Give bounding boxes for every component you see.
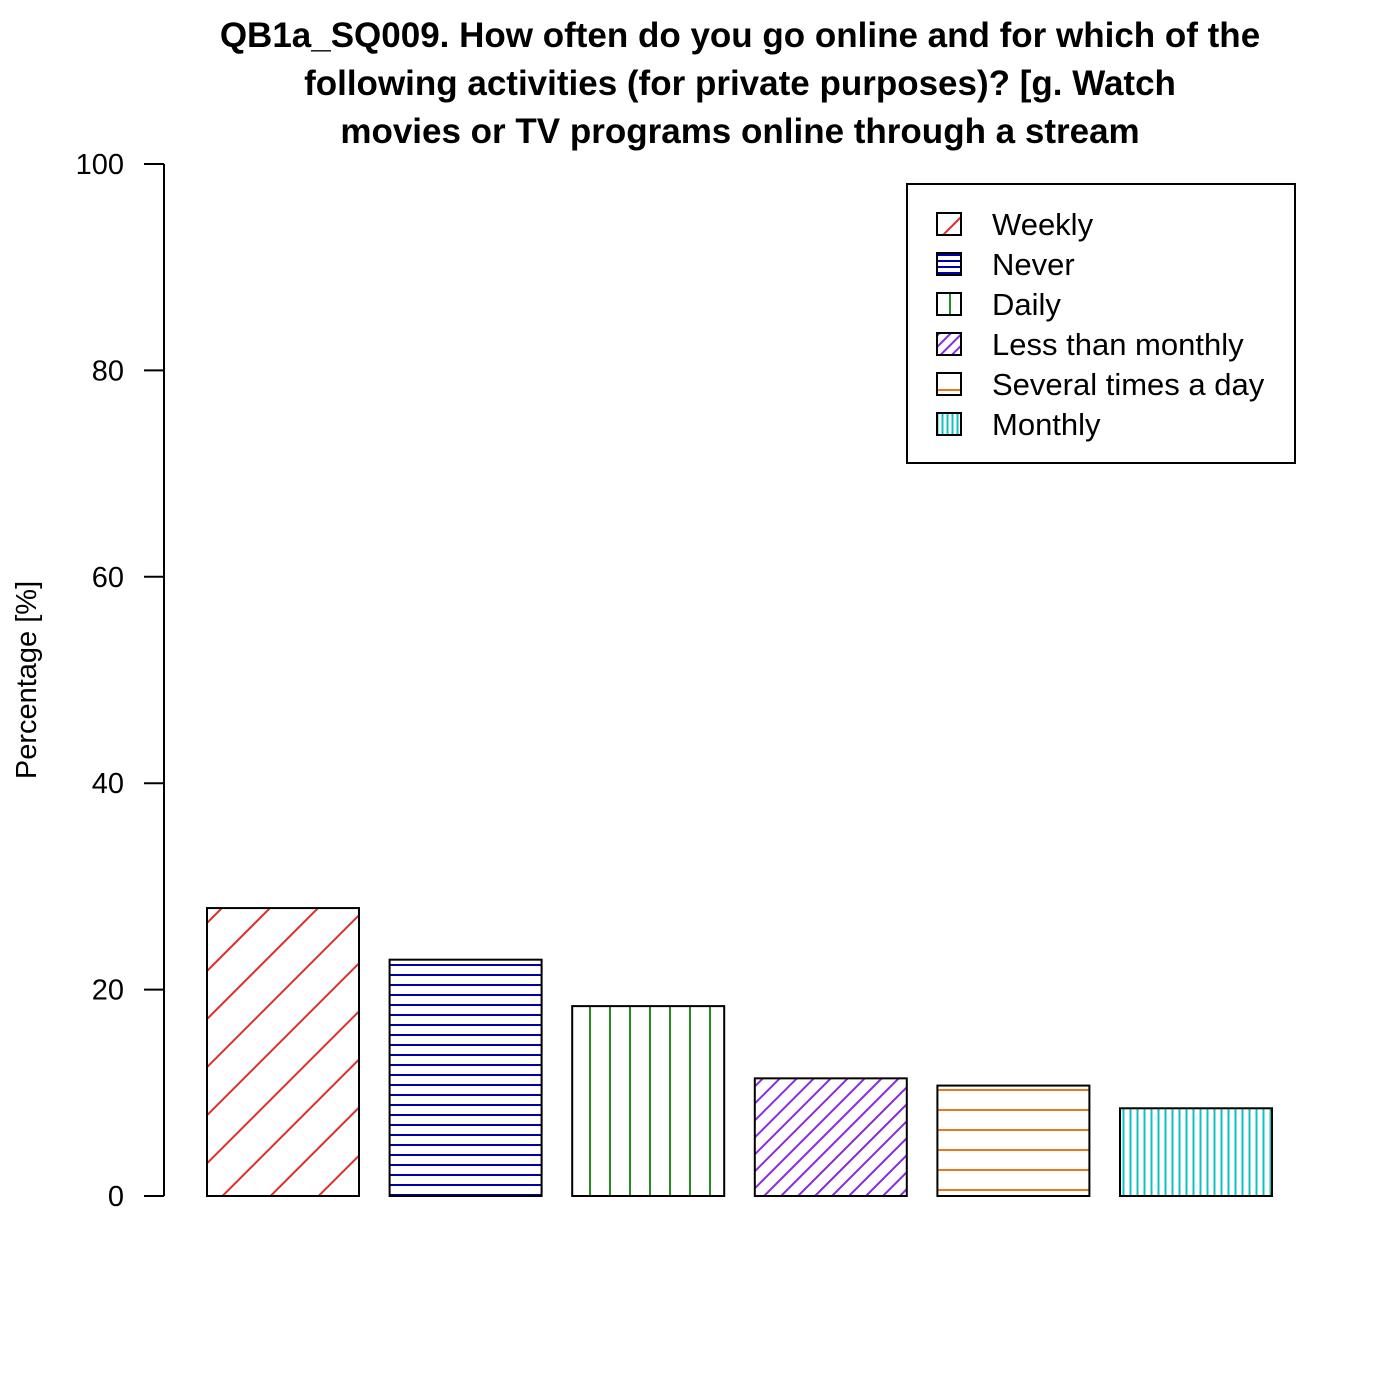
- y-axis-label: Percentage [%]: [11, 581, 43, 779]
- bar-never: [388, 958, 543, 1197]
- chart-title: QB1a_SQ009. How often do you go online a…: [220, 16, 1260, 151]
- bar-less-than-monthly: [753, 1077, 908, 1198]
- y-tick-label: 0: [108, 1181, 124, 1213]
- chart-title-line-3: movies or TV programs online through a s…: [340, 112, 1139, 151]
- legend-swatch: [936, 332, 962, 356]
- legend-label: Less than monthly: [992, 327, 1244, 362]
- legend-swatch: [936, 292, 962, 316]
- bars-group: [206, 907, 1273, 1198]
- y-tick-label: 80: [92, 355, 124, 387]
- legend-label: Never: [992, 247, 1075, 282]
- legend-swatch: [936, 252, 962, 276]
- legend-label: Daily: [992, 287, 1061, 322]
- bar-monthly: [1119, 1107, 1273, 1198]
- legend-swatch: [936, 372, 962, 396]
- y-tick-label: 20: [92, 975, 124, 1007]
- legend: Weekly Never Daily Less than monthly Several…: [906, 183, 1296, 464]
- bar-weekly: [206, 907, 360, 1198]
- y-tick-label: 60: [92, 562, 124, 594]
- bar-several-times-a-day: [936, 1084, 1091, 1198]
- legend-swatch: [936, 412, 962, 436]
- y-tick-label: 40: [92, 768, 124, 800]
- chart-title-line-2: following activities (for private purpos…: [304, 64, 1176, 103]
- legend-swatch: [936, 212, 962, 236]
- y-tick-label: 100: [76, 149, 124, 181]
- bar-daily: [571, 1005, 726, 1197]
- legend-label: Several times a day: [992, 367, 1265, 402]
- chart-title-line-1: QB1a_SQ009. How often do you go online a…: [220, 16, 1260, 55]
- y-axis: 0 20 40 60 80 100: [76, 149, 165, 1213]
- legend-box: [906, 183, 1296, 464]
- legend-label: Weekly: [992, 207, 1094, 242]
- legend-label: Monthly: [992, 407, 1101, 442]
